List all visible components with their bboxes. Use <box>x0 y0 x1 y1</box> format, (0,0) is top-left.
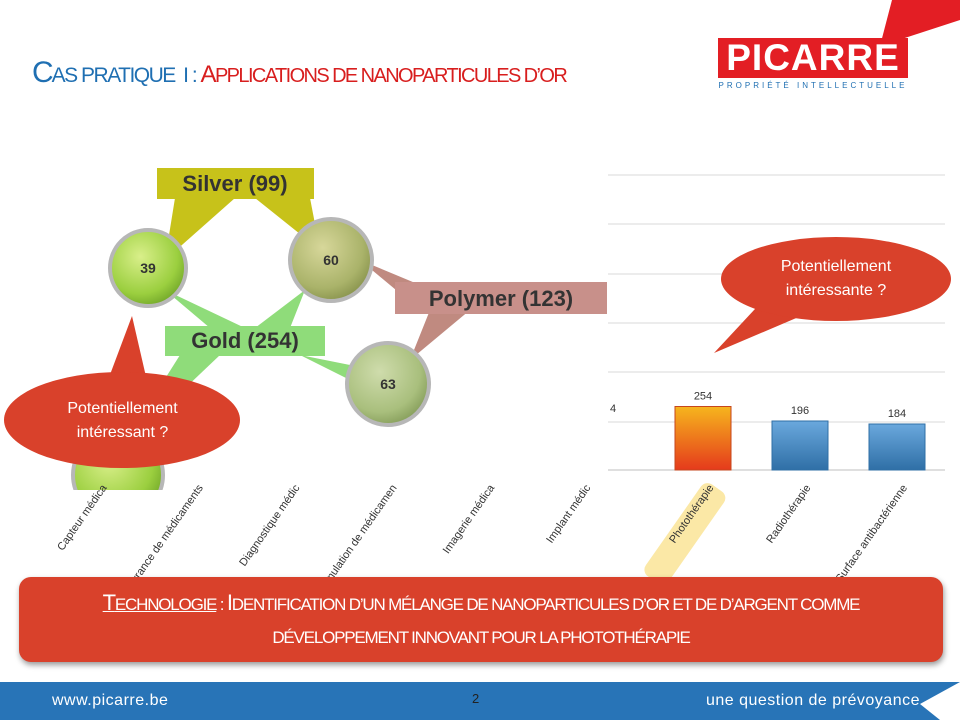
title-case: AS PRATIQUE <box>51 64 177 87</box>
corner-accent-top <box>880 0 960 46</box>
silver-box <box>157 168 314 199</box>
callout-left-line2: intéressant ? <box>76 424 169 441</box>
connector-polymer-63 <box>410 310 470 360</box>
logo-tagline: PROPRIÉTÉ INTELLECTUELLE <box>718 81 908 90</box>
technology-label: TECHNOLOGIE <box>103 590 218 615</box>
connector-39-gold <box>165 290 245 328</box>
page-number: 2 <box>472 691 480 706</box>
polymer-box <box>395 282 607 314</box>
callout-right-bubble <box>714 237 951 353</box>
bar-value-label-6: 254 <box>694 391 712 403</box>
subtitle-text: PPLICATIONS DE NANOPARTICULES D <box>214 65 538 87</box>
subtitle-end: OR <box>539 65 567 87</box>
node-silver-gold-count: 39 <box>140 260 156 276</box>
technology-text-initial: I <box>226 590 233 615</box>
node-silver-polymer-count: 60 <box>323 252 339 268</box>
technology-box <box>19 577 943 662</box>
title-number: I : <box>183 64 198 87</box>
bar-8 <box>868 423 926 471</box>
category-label-8: Surface antibactérienne <box>833 482 910 585</box>
node-gold-polymer-count: 63 <box>380 376 396 392</box>
technology-line1: TECHNOLOGIE : IDENTIFICATION D’UN MÉLANG… <box>30 590 932 616</box>
callout-left-bubble <box>4 316 240 468</box>
category-label-5: Implant médic <box>543 482 593 546</box>
subtitle-initial: A <box>200 61 217 88</box>
technology-label-rest: ECHNOLOGIE <box>114 595 218 614</box>
silver-label: Silver (99) <box>182 171 287 196</box>
callout-right-line1: Potentiellement <box>780 258 892 275</box>
footer-bar <box>0 682 960 720</box>
connector-gold-63 <box>300 355 350 380</box>
picarre-logo: PICARRE PROPRIÉTÉ INTELLECTUELLE <box>718 38 908 92</box>
node-silver-polymer <box>288 217 374 303</box>
callout-left-text: Potentiellement intéressant ? <box>20 397 225 445</box>
logo-wordmark: PICARRE <box>718 38 908 78</box>
category-label-0: Capteur médica <box>55 482 110 554</box>
gold-box <box>165 326 325 356</box>
corner-accent-bottom <box>920 682 960 720</box>
footer-website-link[interactable]: www.picarre.be <box>52 692 169 709</box>
bar-value-label-5: 4 <box>610 403 616 415</box>
technology-text-rest: DENTIFICATION D’UN MÉLANGE DE NANOPARTIC… <box>231 595 861 614</box>
connector-60-gold <box>255 290 305 328</box>
bar-chart: 4 254 196 184 <box>608 174 945 471</box>
technology-label-initial: T <box>102 590 116 615</box>
subtitle-apostrophe: ’ <box>536 65 541 87</box>
bar-6 <box>674 406 732 471</box>
footer-slogan: une question de prévoyance <box>705 692 920 709</box>
node-gold-polymer <box>345 341 431 427</box>
gold-label: Gold (254) <box>191 328 299 353</box>
title-initial: C <box>32 56 54 89</box>
callout-right-line2: intéressante ? <box>785 282 887 299</box>
bar-value-label-7: 196 <box>791 405 809 417</box>
connector-silver-39 <box>165 198 235 260</box>
slide-title: CAS PRATIQUE I : APPLICATIONS DE NANOPAR… <box>32 56 568 90</box>
polymer-label: Polymer (123) <box>429 286 573 311</box>
bar-value-label-8: 184 <box>888 408 906 420</box>
category-label-2: Diagnostique médic <box>237 482 303 569</box>
callout-left-line1: Potentiellement <box>67 400 178 417</box>
category-label-4: Imagerie médica <box>440 482 497 557</box>
callout-right-text: Potentiellement intéressante ? <box>740 255 932 303</box>
category-label-7: Radiothérapie <box>763 482 813 546</box>
node-silver-gold <box>108 228 188 308</box>
technology-separator: : <box>216 595 227 614</box>
technology-line2: DÉVELOPPEMENT INNOVANT POUR LA PHOTOTHÉR… <box>272 628 691 647</box>
bar-7 <box>771 420 829 471</box>
